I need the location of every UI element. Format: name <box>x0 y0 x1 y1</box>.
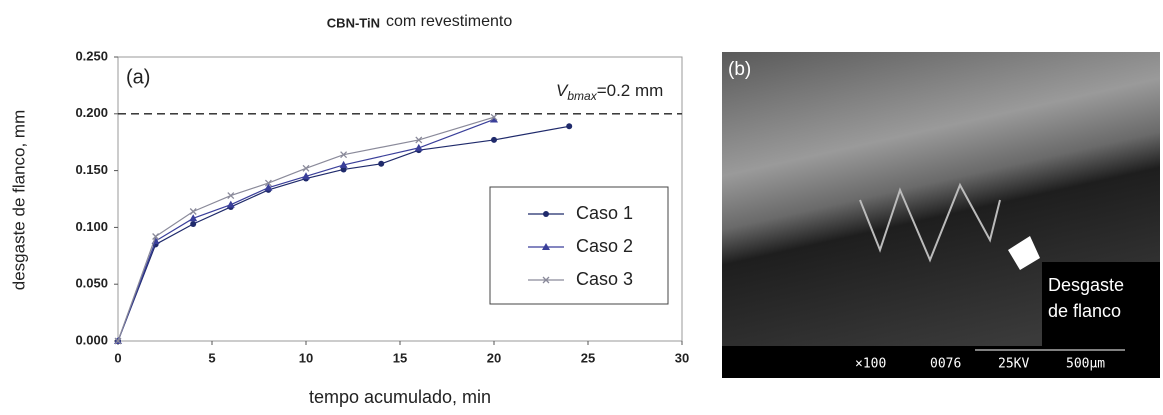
x-tick-label: 0 <box>114 350 121 365</box>
sem-photo: (b) Desgaste de flanco ×100 0076 25KV 50… <box>722 52 1160 378</box>
x-tick-label: 25 <box>581 350 595 365</box>
info: 25KV <box>998 357 1029 372</box>
marker <box>190 221 196 227</box>
marker <box>190 208 196 214</box>
x-tick-label: 30 <box>675 350 689 365</box>
page: CBN-TiN com revestimento tempo acumulado… <box>0 0 1163 410</box>
chart-title: CBN-TiN <box>327 15 380 30</box>
marker <box>378 161 384 167</box>
panel-label: (a) <box>126 66 150 88</box>
marker <box>566 123 572 129</box>
series-line <box>118 119 494 341</box>
x-tick-label: 5 <box>208 350 215 365</box>
y-tick-label: 0.100 <box>75 219 108 234</box>
x-tick-label: 15 <box>393 350 407 365</box>
marker <box>227 201 235 208</box>
y-tick-label: 0.000 <box>75 332 108 347</box>
panel-label: (b) <box>728 59 751 80</box>
chart: CBN-TiN com revestimento tempo acumulado… <box>9 13 689 407</box>
reference-label-part: bmax <box>567 89 597 103</box>
marker <box>303 165 309 171</box>
legend-label: Caso 2 <box>576 236 633 256</box>
marker <box>228 193 234 199</box>
x-tick-label: 20 <box>487 350 501 365</box>
y-axis-label: desgaste de flanco, mm <box>9 110 28 290</box>
x-axis-label: tempo acumulado, min <box>309 387 491 407</box>
reference-label-part: =0.2 mm <box>597 81 664 100</box>
legend-label: Caso 3 <box>576 269 633 289</box>
info: 0076 <box>930 357 961 372</box>
caption: Desgaste <box>1048 275 1124 295</box>
chart-subtitle: com revestimento <box>386 13 512 30</box>
x-tick-label: 10 <box>299 350 313 365</box>
y-tick-label: 0.250 <box>75 48 108 63</box>
legend-marker <box>543 211 549 217</box>
marker <box>491 137 497 143</box>
y-tick-label: 0.150 <box>75 162 108 177</box>
info: ×100 <box>855 357 886 372</box>
y-tick-label: 0.200 <box>75 105 108 120</box>
caption: de flanco <box>1048 301 1121 321</box>
y-tick-label: 0.050 <box>75 276 108 291</box>
legend-label: Caso 1 <box>576 203 633 223</box>
reference-label: Vbmax=0.2 mm <box>556 81 663 103</box>
info: 500μm <box>1066 357 1105 372</box>
